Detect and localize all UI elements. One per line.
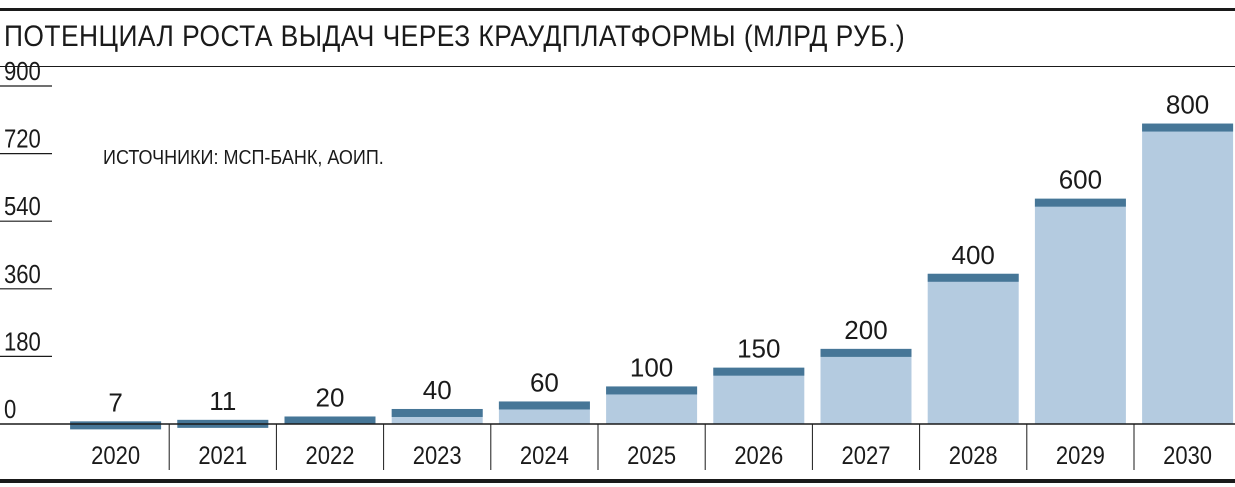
x-tick-label: 2029 [1056, 442, 1105, 470]
bar [1142, 123, 1234, 425]
bar [927, 273, 1019, 424]
bar-cap [1142, 123, 1234, 132]
x-tick-label: 2021 [198, 442, 247, 470]
data-label: 20 [316, 382, 345, 412]
x-tick-label: 2020 [91, 442, 140, 470]
bar-cap [70, 421, 162, 430]
bar-cap [927, 273, 1019, 282]
data-label: 60 [530, 367, 559, 397]
data-label: 100 [630, 352, 673, 382]
x-tick-label: 2022 [306, 442, 355, 470]
data-label: 200 [844, 315, 887, 345]
y-tick-label: 720 [4, 125, 41, 154]
data-label: 150 [737, 334, 780, 364]
bar-cap [498, 401, 590, 410]
data-label: 800 [1166, 90, 1209, 120]
y-tick-label: 540 [4, 193, 41, 222]
data-label: 600 [1059, 165, 1102, 195]
bottom-rule [0, 479, 1235, 483]
bar [820, 348, 912, 424]
bar [713, 367, 805, 424]
x-tick-label: 2027 [842, 442, 891, 470]
bar-cap [606, 386, 698, 395]
data-label: 400 [952, 240, 995, 270]
y-tick-label: 0 [4, 395, 16, 424]
x-tick-label: 2028 [949, 442, 998, 470]
bar-cap [713, 367, 805, 376]
chart-title: ПОТЕНЦИАЛ РОСТА ВЫДАЧ ЧЕРЕЗ КРАУДПЛАТФОР… [4, 20, 906, 53]
source-note: ИСТОЧНИКИ: МСП-БАНК, АОИП. [103, 147, 384, 169]
x-tick-label: 2030 [1163, 442, 1212, 470]
bar-cap [391, 408, 483, 417]
top-rule [0, 8, 1235, 11]
data-label: 40 [423, 375, 452, 405]
bar-cap [1034, 198, 1126, 207]
bar [1034, 198, 1126, 424]
x-tick-label: 2024 [520, 442, 569, 470]
x-tick-label: 2023 [413, 442, 462, 470]
y-tick-label: 360 [4, 260, 41, 289]
y-tick-label: 180 [4, 328, 41, 357]
y-tick-label: 900 [4, 57, 41, 86]
bar-cap [820, 348, 912, 357]
title-rule [0, 66, 1235, 67]
x-tick-label: 2025 [627, 442, 676, 470]
bar-cap [284, 416, 376, 425]
data-label: 11 [209, 386, 236, 416]
data-label: 7 [108, 387, 122, 417]
x-tick-label: 2026 [734, 442, 783, 470]
